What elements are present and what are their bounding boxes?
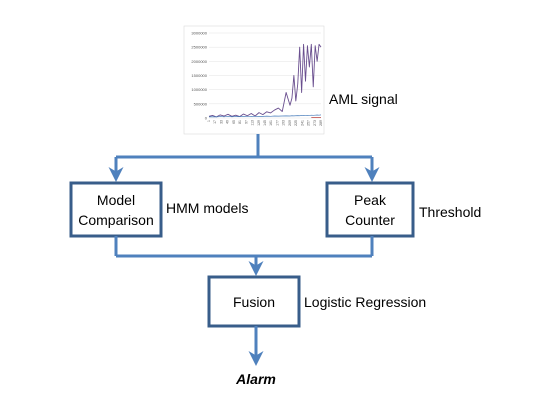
chart-y-tick-label: 2000000 <box>191 59 207 64</box>
chart-x-tick-label: 49 <box>226 120 230 124</box>
model-comparison-box <box>69 181 163 238</box>
chart-x-tick-label: 225 <box>294 120 298 126</box>
chart-x-tick-label: 289 <box>319 120 323 126</box>
chart-y-tick-label: 1000000 <box>191 87 207 92</box>
aml-signal-chart: 3000000 2500000 2000000 1500000 1000000 50000… <box>183 25 325 135</box>
chart-y-tick-label: 500000 <box>194 101 208 106</box>
chart-x-tick-labels: 1 17 33 49 65 81 97 113 129 145 161 177 193 209 225 241… <box>207 120 323 126</box>
chart-x-tick-label: 193 <box>282 120 286 126</box>
model-comparison-label-line1: Model <box>97 192 135 208</box>
peak-counter-box <box>325 181 415 238</box>
chart-x-tick-label: 81 <box>238 120 242 124</box>
chart-y-tick-label: 1500000 <box>191 73 207 78</box>
chart-x-tick-label: 97 <box>244 120 248 124</box>
threshold-label: Threshold <box>419 204 481 220</box>
fusion-box <box>207 275 301 328</box>
chart-x-tick-label: 209 <box>288 120 292 126</box>
logistic-regression-label: Logistic Regression <box>304 294 426 310</box>
chart-x-tick-label: 129 <box>257 120 261 126</box>
chart-y-tick-label: 2500000 <box>191 45 207 50</box>
chart-y-tick-label: 3000000 <box>191 31 207 36</box>
chart-x-tick-label: 33 <box>219 120 223 124</box>
chart-x-tick-label: 65 <box>232 120 236 124</box>
chart-x-tick-label: 257 <box>307 120 311 126</box>
chart-x-tick-label: 17 <box>213 120 217 124</box>
hmm-models-label: HMM models <box>166 200 248 216</box>
chart-x-tick-label: 161 <box>269 120 273 126</box>
chart-x-tick-label: 145 <box>263 120 267 126</box>
chart-x-tick-label: 241 <box>300 120 304 126</box>
aml-signal-label: AML signal <box>329 91 398 107</box>
chart-series-line-2 <box>208 114 322 118</box>
peak-counter-label-line2: Counter <box>345 212 395 228</box>
alarm-label: Alarm <box>235 371 276 387</box>
chart-x-tick-label: 177 <box>275 120 279 126</box>
chart-series-group <box>208 43 322 118</box>
chart-grid <box>209 32 321 119</box>
chart-series-line-1 <box>208 43 322 118</box>
chart-x-tick-label: 113 <box>251 120 255 126</box>
peak-counter-label-line1: Peak <box>354 192 387 208</box>
chart-x-tick-label: 273 <box>313 120 317 126</box>
chart-y-tick-labels: 3000000 2500000 2000000 1500000 1000000 50000… <box>191 31 207 121</box>
chart-y-tick-label: 0 <box>205 116 208 121</box>
model-comparison-label-line2: Comparison <box>78 212 153 228</box>
fusion-label: Fusion <box>233 294 275 310</box>
chart-x-tick-label: 1 <box>207 120 211 122</box>
